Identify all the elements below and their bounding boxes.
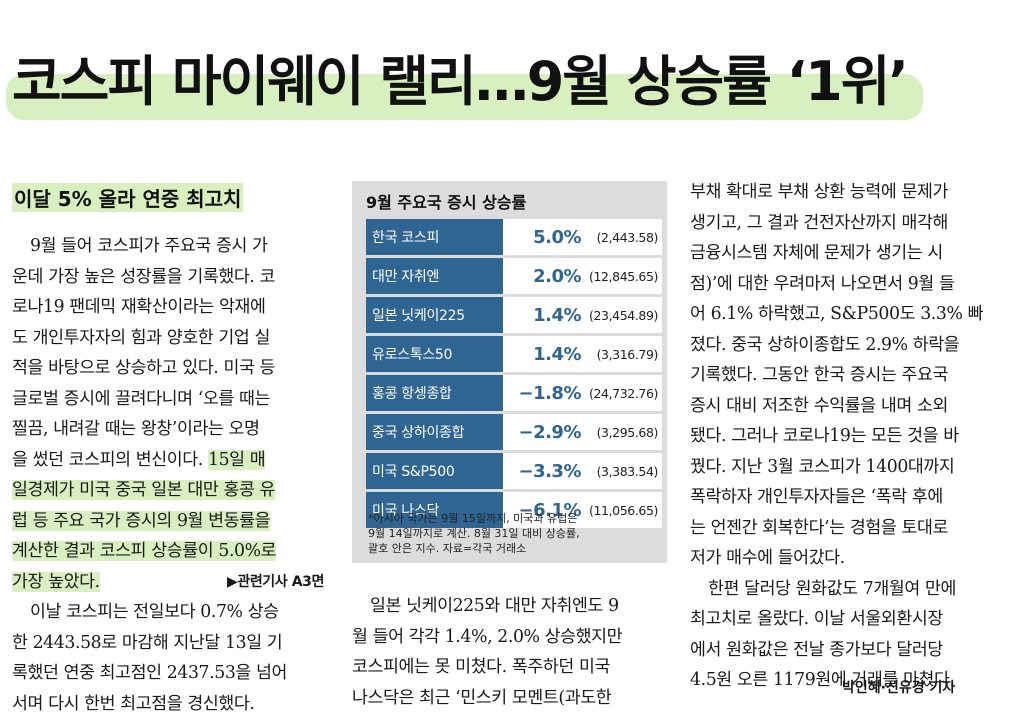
market-name: 일본 닛케이225 <box>366 297 503 333</box>
text-line: 월 들어 각각 1.4%, 2.0% 상승했지만 <box>352 622 672 653</box>
text-line: 일본 닛케이225와 대만 자취엔도 9 <box>352 591 672 622</box>
text-line: 운데 가장 높은 성장률을 기록했다. 코 <box>12 262 330 293</box>
market-change: 5.0% <box>503 227 581 248</box>
market-index: (12,845.65) <box>581 269 662 284</box>
market-name: 미국 S&P500 <box>366 453 503 489</box>
market-index: (3,316.79) <box>581 347 662 362</box>
text-line: 록했던 연중 최고점인 2437.53을 넘어 <box>12 658 330 689</box>
market-index: (23,454.89) <box>581 308 662 323</box>
subheadline: 이달 5% 올라 연중 최고치 <box>12 183 243 212</box>
market-change: 1.4% <box>503 305 581 326</box>
text-line: 한편 달러당 원화값도 7개월여 만에 <box>690 574 1010 605</box>
market-index: (24,732.76) <box>581 386 662 401</box>
text-line: 됐다. 그러나 코로나19는 모든 것을 바 <box>690 421 1010 452</box>
market-change: −3.3% <box>503 461 581 482</box>
footnote-line: 괄호 안은 지수. 자료=각국 거래소 <box>368 541 658 556</box>
highlighted-text: 계산한 결과 코스피 상승률이 5.0%로 <box>12 541 276 561</box>
text-line: 나스닥은 최근 ‘민스키 모멘트(과도한 <box>352 683 672 714</box>
text-line: 어 6.1% 하락했고, S&P500도 3.3% 빠 <box>690 299 1010 330</box>
market-name: 홍콩 항셍종합 <box>366 375 503 411</box>
text-line: 로나19 팬데믹 재확산이라는 악재에 <box>12 292 330 323</box>
infobox-title: 9월 주요국 증시 상승률 <box>366 189 526 213</box>
text-line: 글로벌 증시에 끌려다니며 ‘오를 때는 <box>12 384 330 415</box>
column-right: 부채 확대로 부채 상환 능력에 문제가 생기고, 그 결과 건전자산까지 매각… <box>690 177 1010 696</box>
byline: 박인혜·신유경 기자 <box>842 677 955 697</box>
highlighted-text: 가장 높았다. <box>12 572 100 592</box>
text-line: 폭락하자 개인투자자들은 ‘폭락 후에 <box>690 482 1010 513</box>
market-index: (2,443.58) <box>581 230 662 245</box>
market-name: 중국 상하이종합 <box>366 414 503 450</box>
text-line: 서며 다시 한번 최고점을 경신했다. <box>12 689 330 719</box>
market-change: 1.4% <box>503 344 581 365</box>
table-row: 홍콩 항셍종합−1.8%(24,732.76) <box>366 375 662 411</box>
headline-text: 코스피 마이웨이 랠리…9월 상승률 ‘1위’ <box>12 50 907 113</box>
text-line: 적을 바탕으로 상승하고 있다. 미국 등 <box>12 353 330 384</box>
text-line: 을 썼던 코스피의 변신이다. 15일 매 <box>12 445 330 476</box>
market-index: (3,383.54) <box>581 464 662 479</box>
market-index: (3,295.68) <box>581 425 662 440</box>
market-change: 2.0% <box>503 266 581 287</box>
market-change: −1.8% <box>503 383 581 404</box>
text-line: 코스피에는 못 미쳤다. 폭주하던 미국 <box>352 652 672 683</box>
text-line: 기록했다. 그동안 한국 증시는 주요국 <box>690 360 1010 391</box>
footnote-line: 9월 14일까지로 계산. 8월 31일 대비 상승률, <box>368 526 658 541</box>
text-line: 9월 들어 코스피가 주요국 증시 가 <box>12 231 330 262</box>
text-line: 점)’에 대한 우려마저 나오면서 9월 들 <box>690 269 1010 300</box>
text-span: 을 썼던 코스피의 변신이다. <box>12 450 203 470</box>
text-line: 찔끔, 내려갈 때는 왕창’이라는 오명 <box>12 414 330 445</box>
text-line: 저가 매수에 들어갔다. <box>690 543 1010 574</box>
market-name: 한국 코스피 <box>366 219 503 255</box>
footnote-line: *아시아 국가는 9월 15일까지, 미국과 유럽은 <box>368 511 658 526</box>
text-line: 졌다. 중국 상하이종합도 2.9% 하락을 <box>690 330 1010 361</box>
text-line: 부채 확대로 부채 상환 능력에 문제가 <box>690 177 1010 208</box>
text-line: 도 개인투자자의 힘과 양호한 기업 실 <box>12 323 330 354</box>
text-line: 증시 대비 저조한 수익률을 내며 소외 <box>690 391 1010 422</box>
text-line: 는 언젠간 회복한다’는 경험을 토대로 <box>690 513 1010 544</box>
market-name: 대만 자취엔 <box>366 258 503 294</box>
text-line: 계산한 결과 코스피 상승률이 5.0%로 <box>12 536 330 567</box>
text-line: 금융시스템 자체에 문제가 생기는 시 <box>690 238 1010 269</box>
column-middle: 일본 닛케이225와 대만 자취엔도 9 월 들어 각각 1.4%, 2.0% … <box>352 591 672 713</box>
text-line: 최고치로 올랐다. 이날 서울외환시장 <box>690 604 1010 635</box>
related-article-link[interactable]: ▶관련기사 A3면 <box>227 567 324 598</box>
highlighted-text: 럽 등 주요 국가 증시의 9월 변동률을 <box>12 511 270 531</box>
text-line: 럽 등 주요 국가 증시의 9월 변동률을 <box>12 506 330 537</box>
text-line: 가장 높았다. ▶관련기사 A3면 <box>12 567 330 598</box>
text-line: 일경제가 미국 중국 일본 대만 홍콩 유 <box>12 475 330 506</box>
highlighted-text: 일경제가 미국 중국 일본 대만 홍콩 유 <box>12 480 275 500</box>
text-line: 꿨다. 지난 3월 코스피가 1400대까지 <box>690 452 1010 483</box>
text-line: 에서 원화값은 전날 종가보다 달러당 <box>690 635 1010 666</box>
text-line: 한 2443.58로 마감해 지난달 13일 기 <box>12 628 330 659</box>
table-row: 중국 상하이종합−2.9%(3,295.68) <box>366 414 662 450</box>
text-line: 이날 코스피는 전일보다 0.7% 상승 <box>12 597 330 628</box>
market-change: −2.9% <box>503 422 581 443</box>
headline: 코스피 마이웨이 랠리…9월 상승률 ‘1위’ <box>12 52 907 111</box>
market-name: 유로스톡스50 <box>366 336 503 372</box>
text-line: 생기고, 그 결과 건전자산까지 매각해 <box>690 208 1010 239</box>
column-left: 9월 들어 코스피가 주요국 증시 가 운데 가장 높은 성장률을 기록했다. … <box>12 231 330 719</box>
highlighted-text: 15일 매 <box>208 450 265 470</box>
table-row: 미국 S&P500−3.3%(3,383.54) <box>366 453 662 489</box>
infobox-footnote: *아시아 국가는 9월 15일까지, 미국과 유럽은 9월 14일까지로 계산.… <box>368 511 658 556</box>
